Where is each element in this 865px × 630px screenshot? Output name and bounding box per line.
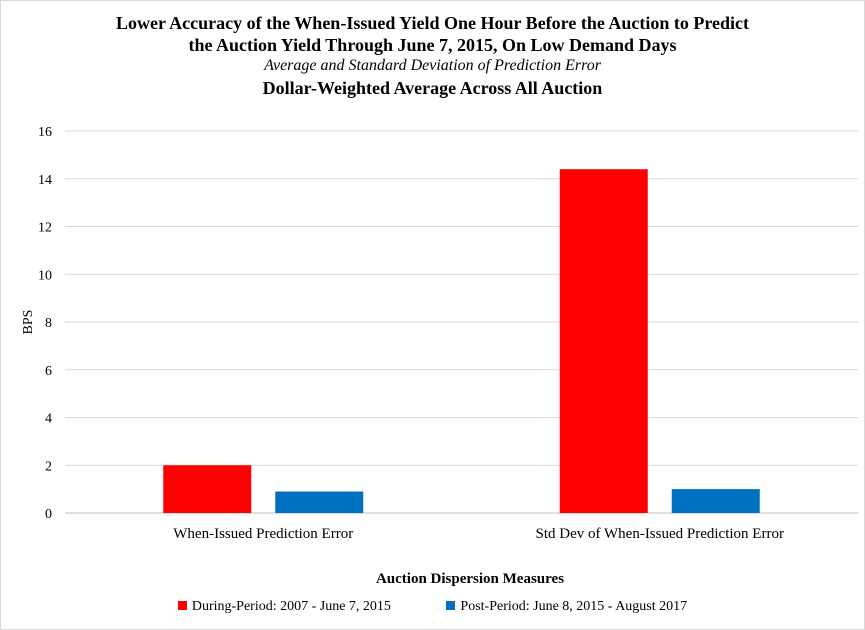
chart-title-block: Lower Accuracy of the When-Issued Yield … xyxy=(0,12,865,100)
x-tick-label: Std Dev of When-Issued Prediction Error xyxy=(536,526,784,542)
y-axis-label: BPS xyxy=(21,310,36,335)
legend-item-post: Post-Period: June 8, 2015 - August 2017 xyxy=(446,599,687,615)
legend: During-Period: 2007 - June 7, 2015 Post-… xyxy=(0,599,865,615)
y-tick-label: 6 xyxy=(45,364,52,379)
bar-during-0 xyxy=(163,465,252,513)
y-tick-labels: 0 2 4 6 8 10 12 14 16 xyxy=(38,125,52,522)
x-tick-labels: When-Issued Prediction Error Std Dev of W… xyxy=(173,526,784,542)
chart-subtitle-2: Dollar-Weighted Average Across All Aucti… xyxy=(262,78,603,98)
chart-subtitle: Average and Standard Deviation of Predic… xyxy=(264,57,601,74)
bar-during-1 xyxy=(559,169,648,513)
bar-post-0 xyxy=(275,491,364,513)
y-tick-label: 12 xyxy=(38,221,52,236)
y-tick-label: 16 xyxy=(38,125,52,140)
y-tick-label: 4 xyxy=(45,412,52,427)
y-tick-label: 10 xyxy=(38,268,52,283)
y-tick-label: 2 xyxy=(45,459,52,474)
legend-swatch-during xyxy=(177,601,187,610)
y-tick-label: 8 xyxy=(45,316,52,331)
y-tick-label: 14 xyxy=(38,173,52,188)
x-axis-label: Auction Dispersion Measures xyxy=(376,571,564,587)
bar-post-1 xyxy=(671,489,760,513)
gridlines xyxy=(65,130,858,514)
chart-title-line-2: the Auction Yield Through June 7, 2015, … xyxy=(188,35,677,55)
legend-label-post: Post-Period: June 8, 2015 - August 2017 xyxy=(460,599,688,614)
legend-swatch-post xyxy=(446,601,456,610)
legend-item-during: During-Period: 2007 - June 7, 2015 xyxy=(177,599,391,615)
bars xyxy=(163,169,760,513)
y-tick-label: 0 xyxy=(45,507,52,522)
legend-label-during: During-Period: 2007 - June 7, 2015 xyxy=(191,599,391,614)
chart-title-line-1: Lower Accuracy of the When-Issued Yield … xyxy=(116,13,749,33)
x-tick-label: When-Issued Prediction Error xyxy=(173,526,353,542)
